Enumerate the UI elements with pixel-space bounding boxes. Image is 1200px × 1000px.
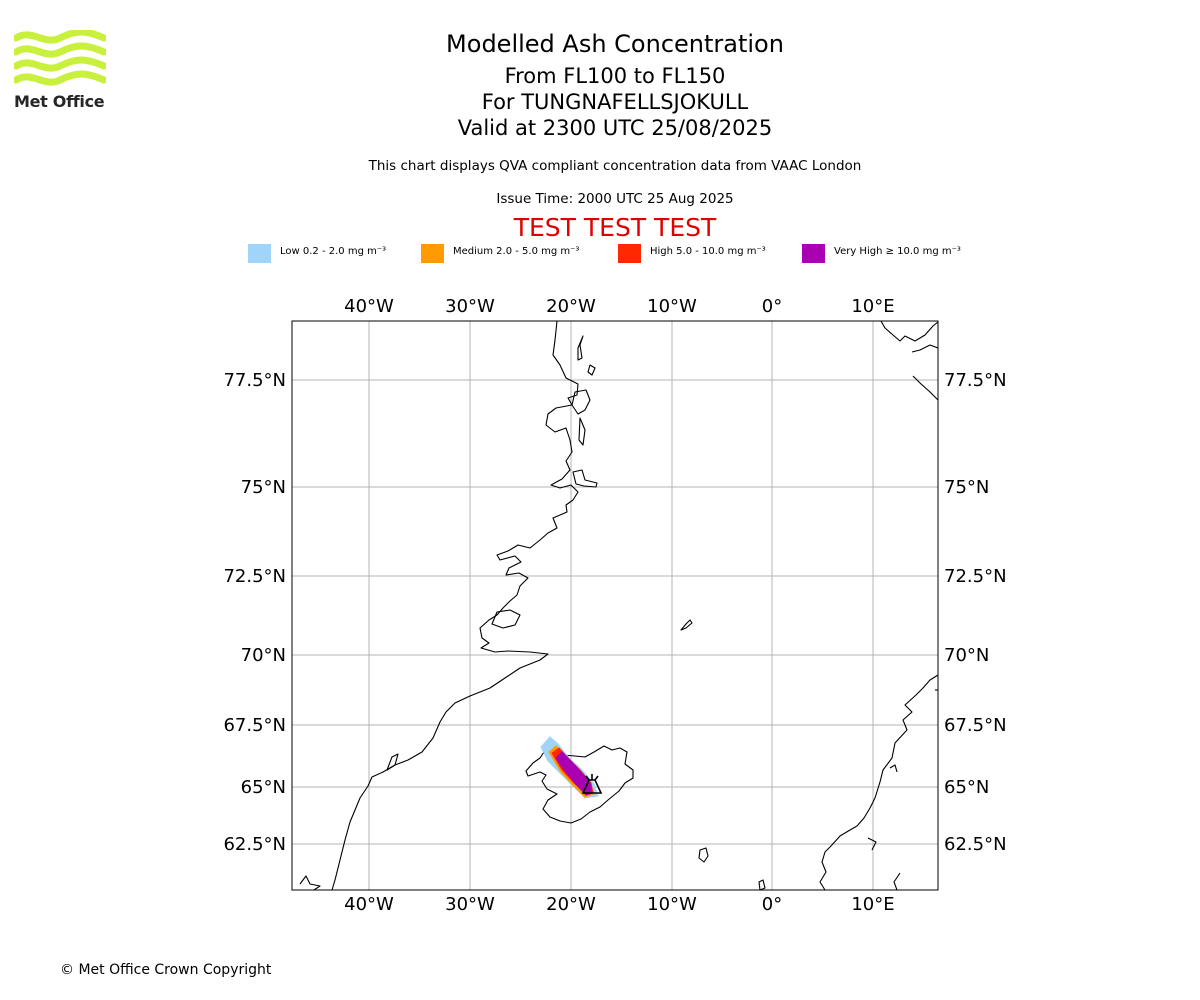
- chart-subtitle: This chart displays QVA compliant concen…: [368, 158, 862, 174]
- issue-time: Issue Time: 2000 UTC 25 Aug 2025: [496, 191, 734, 207]
- lat-label-right: 62.5°N: [944, 834, 1007, 855]
- lat-label-left: 62.5°N: [223, 834, 286, 855]
- copyright-notice: © Met Office Crown Copyright: [60, 962, 272, 978]
- lon-label-top: 0°: [762, 296, 782, 317]
- lat-label-right: 77.5°N: [944, 370, 1007, 391]
- faroe-coastline: [698, 847, 709, 863]
- bottom-longitude-labels: 40°W 30°W 20°W 10°W 0° 10°E: [344, 894, 894, 915]
- lat-label-right: 72.5°N: [944, 566, 1007, 587]
- lat-label-left: 75°N: [241, 477, 286, 498]
- valid-time: Valid at 2300 UTC 25/08/2025: [457, 116, 773, 140]
- map-frame-background: [292, 321, 938, 890]
- met-office-logo-text: Met Office: [14, 92, 105, 111]
- norway-coastline: [819, 674, 939, 891]
- iceland-coastline: [525, 745, 634, 824]
- ash-cloud: [540, 736, 599, 799]
- legend-swatch-medium: [421, 244, 444, 263]
- lon-label-bottom: 10°W: [647, 894, 697, 915]
- map-gridlines: [292, 321, 938, 890]
- ash-area-very-high: [555, 751, 593, 796]
- lat-label-left: 70°N: [241, 645, 286, 666]
- lat-label-right: 67.5°N: [944, 715, 1007, 736]
- lon-label-bottom: 40°W: [344, 894, 394, 915]
- test-banner: TEST TEST TEST: [513, 213, 717, 242]
- top-longitude-labels: 40°W 30°W 20°W 10°W 0° 10°E: [344, 296, 894, 317]
- lon-label-bottom: 0°: [762, 894, 782, 915]
- lat-label-right: 65°N: [944, 777, 989, 798]
- legend-swatch-very-high: [802, 244, 825, 263]
- left-latitude-labels: 77.5°N 75°N 72.5°N 70°N 67.5°N 65°N 62.5…: [223, 370, 286, 855]
- jan-mayen-coastline: [680, 619, 693, 631]
- lon-label-top: 30°W: [445, 296, 495, 317]
- lat-label-left: 77.5°N: [223, 370, 286, 391]
- chart-title: Modelled Ash Concentration: [446, 30, 784, 58]
- map-frame: [291, 320, 939, 891]
- svalbard-coastline: [880, 320, 939, 342]
- lat-label-left: 65°N: [241, 777, 286, 798]
- lon-label-top: 40°W: [344, 296, 394, 317]
- legend-label-medium: Medium 2.0 - 5.0 mg m⁻³: [453, 246, 580, 257]
- lon-label-bottom: 10°E: [851, 894, 894, 915]
- lat-label-right: 75°N: [944, 477, 989, 498]
- legend-label-low: Low 0.2 - 2.0 mg m⁻³: [280, 246, 387, 257]
- coastlines: [299, 320, 939, 891]
- lat-label-left: 67.5°N: [223, 715, 286, 736]
- right-latitude-labels: 77.5°N 75°N 72.5°N 70°N 67.5°N 65°N 62.5…: [944, 370, 1007, 855]
- lat-label-right: 70°N: [944, 645, 989, 666]
- legend-swatch-high: [618, 244, 641, 263]
- met-office-waves-icon: [14, 30, 106, 86]
- volcano-name: For TUNGNAFELLSJOKULL: [481, 90, 749, 114]
- lon-label-top: 10°E: [851, 296, 894, 317]
- lat-label-left: 72.5°N: [223, 566, 286, 587]
- lon-label-bottom: 30°W: [445, 894, 495, 915]
- legend-swatch-low: [248, 244, 271, 263]
- lon-label-bottom: 20°W: [546, 894, 596, 915]
- flight-level-range: From FL100 to FL150: [504, 64, 726, 88]
- volcano-icon: [581, 774, 603, 794]
- lon-label-top: 10°W: [647, 296, 697, 317]
- met-office-logo: Met Office: [14, 30, 110, 112]
- legend-label-high: High 5.0 - 10.0 mg m⁻³: [650, 246, 766, 257]
- greenland-coastline: [331, 320, 579, 891]
- lon-label-top: 20°W: [546, 296, 596, 317]
- legend-label-very-high: Very High ≥ 10.0 mg m⁻³: [834, 246, 961, 257]
